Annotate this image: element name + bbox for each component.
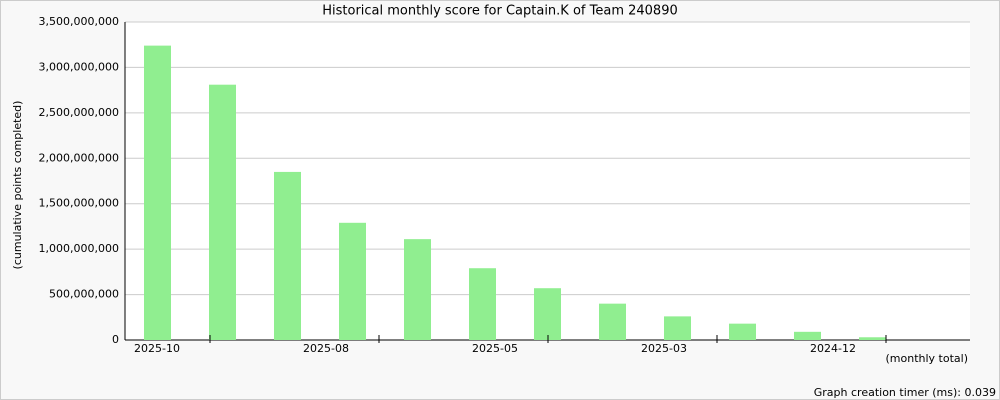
x-tick-label: 2025-03 bbox=[641, 342, 687, 355]
bar bbox=[209, 84, 236, 340]
bar bbox=[339, 222, 366, 340]
x-tick-label: 2024-12 bbox=[810, 342, 856, 355]
bar bbox=[404, 239, 431, 340]
bar bbox=[599, 303, 626, 340]
plot-area bbox=[125, 22, 970, 340]
y-axis-label: (cumulative points completed) bbox=[11, 101, 24, 270]
x-tick-label: 2025-08 bbox=[303, 342, 349, 355]
x-axis-label: (monthly total) bbox=[886, 352, 969, 365]
bar bbox=[144, 45, 171, 340]
x-tick-label: 2025-10 bbox=[134, 342, 180, 355]
bar bbox=[469, 268, 496, 340]
bar bbox=[859, 337, 886, 340]
bar bbox=[664, 316, 691, 340]
bar bbox=[274, 171, 301, 340]
y-tick-label: 2,500,000,000 bbox=[39, 106, 119, 119]
bar bbox=[794, 331, 821, 340]
y-tick-label: 500,000,000 bbox=[49, 288, 119, 301]
bar bbox=[729, 323, 756, 340]
footer: Graph creation timer (ms): 0.039 bbox=[814, 386, 996, 399]
chart-title: Historical monthly score for Captain.K o… bbox=[322, 4, 678, 19]
x-tick-label: 2025-05 bbox=[472, 342, 518, 355]
y-tick-label: 3,500,000,000 bbox=[39, 15, 119, 28]
y-tick-label: 3,000,000,000 bbox=[39, 60, 119, 73]
y-tick-label: 1,500,000,000 bbox=[39, 197, 119, 210]
bar bbox=[534, 288, 561, 340]
y-tick-label: 0 bbox=[112, 333, 119, 346]
y-tick-label: 1,000,000,000 bbox=[39, 242, 119, 255]
y-tick-label: 2,000,000,000 bbox=[39, 151, 119, 164]
